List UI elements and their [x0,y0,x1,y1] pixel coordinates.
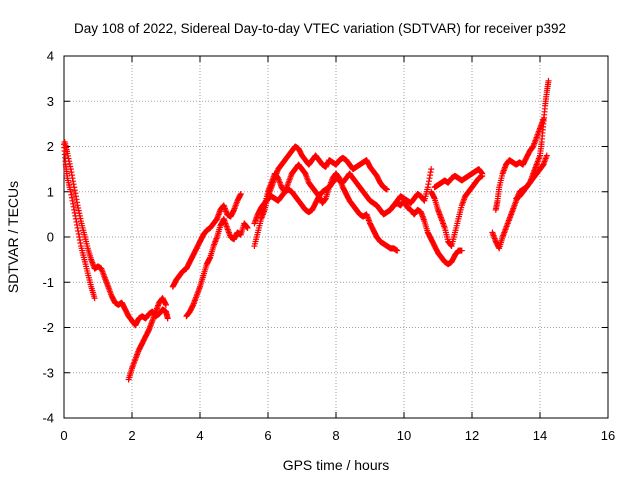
series-prn-k [431,166,486,191]
series-prn-i [387,197,465,268]
x-tick-label: 2 [128,428,135,443]
data-marks [61,77,552,383]
y-tick-label: -2 [42,320,54,335]
y-tick-label: 4 [47,49,54,64]
series-prn-m [492,116,547,213]
x-tick-label: 6 [264,428,271,443]
y-tick-label: -4 [42,411,54,426]
x-tick-label: 14 [533,428,547,443]
series-prn-b [61,138,171,329]
data-point [164,315,171,322]
y-tick-label: 1 [47,184,54,199]
data-point [543,152,550,159]
data-point [237,191,244,198]
series-prn-h [251,166,435,227]
x-tick-label: 4 [196,428,203,443]
x-tick-label: 12 [465,428,479,443]
series-prn-n [513,77,552,202]
y-tick-label: -1 [42,275,54,290]
data-point [394,247,401,254]
data-point [244,224,251,231]
x-axis-label: GPS time / hours [283,457,390,473]
grid [64,56,608,418]
data-point [458,247,465,254]
y-tick-label: 0 [47,230,54,245]
series-prn-j [428,172,486,250]
y-tick-label: 2 [47,139,54,154]
series-prn-a [61,141,98,302]
y-tick-label: -3 [42,365,54,380]
data-point [91,295,98,302]
chart-title: Day 108 of 2022, Sidereal Day-to-day VTE… [74,21,566,36]
series-prn-d [169,191,244,290]
data-point [428,166,435,173]
data-point [545,77,552,84]
y-axis-label: SDTVAR / TECUs [5,181,21,293]
data-point [479,170,486,177]
data-point [384,186,390,193]
x-tick-label: 16 [601,428,615,443]
y-axis: -4 -3 -2 -1 0 1 2 3 4 [42,49,608,426]
y-tick-label: 3 [47,94,54,109]
x-axis: 0 2 4 6 8 10 12 14 16 [60,56,615,443]
x-tick-label: 8 [332,428,339,443]
series-prn-e [183,215,251,320]
data-point [163,301,169,308]
x-tick-label: 10 [397,428,411,443]
x-tick-label: 0 [60,428,67,443]
series-prn-c [125,295,169,383]
